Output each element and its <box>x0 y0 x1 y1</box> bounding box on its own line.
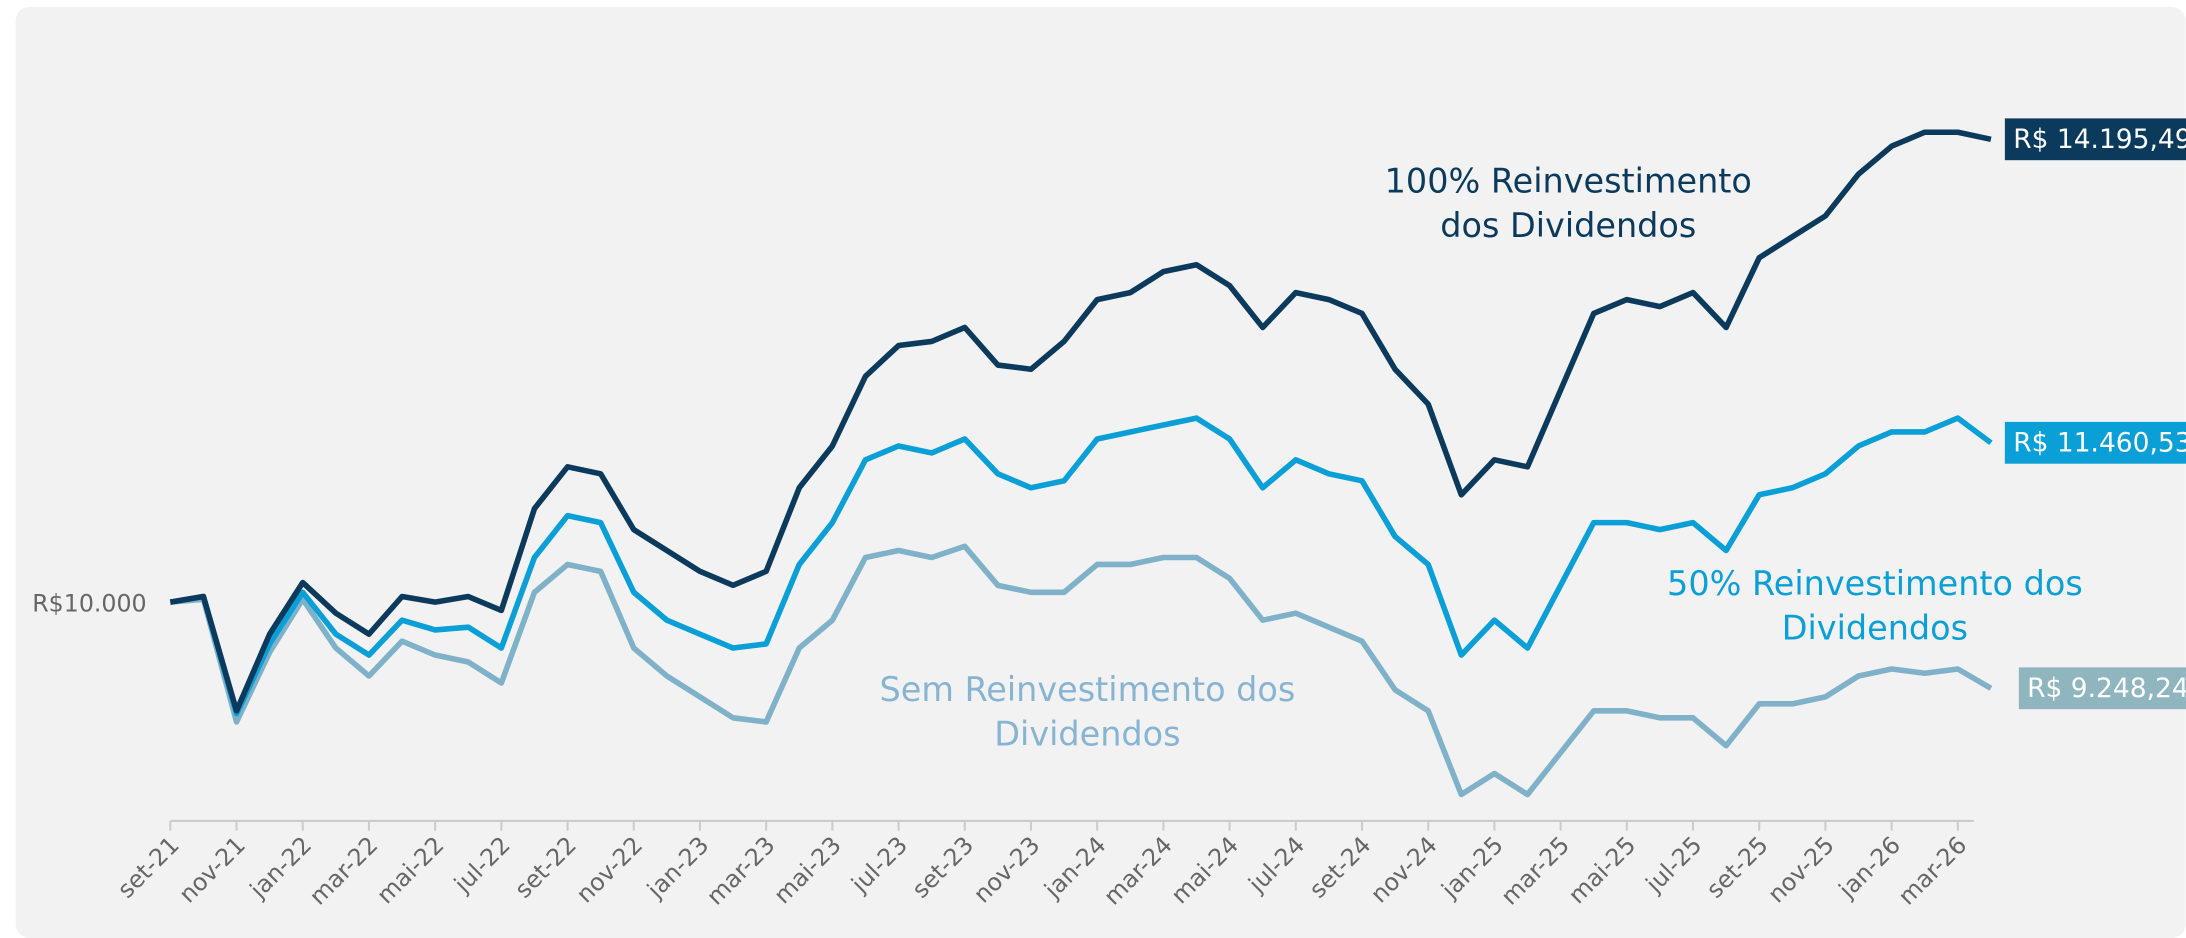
series-annotation: 100% Reinvestimento dos Dividendos <box>1384 161 1752 246</box>
end-label-text: R$ 9.248,24 <box>2027 673 2186 704</box>
end-label: R$ 11.460,53 <box>2004 421 2186 464</box>
end-label-box <box>2004 118 2186 161</box>
y-tick-label: R$10.000 <box>32 589 146 617</box>
end-label: R$ 14.195,49 <box>2004 118 2186 161</box>
series-line <box>169 129 1992 714</box>
series-line <box>170 543 1993 798</box>
end-label-box <box>2018 667 2186 710</box>
end-label-text: R$ 14.195,49 <box>2013 124 2186 155</box>
series-annotation: 50% Reinvestimento dos Dividendos <box>1667 564 2083 649</box>
end-label-box <box>2004 421 2186 464</box>
series-line <box>169 415 1993 717</box>
series-name: 100% Reinvestimento dos Dividendos <box>1384 161 1752 246</box>
series-name: 50% Reinvestimento dos Dividendos <box>1667 564 2083 649</box>
end-label-text: R$ 11.460,53 <box>2013 428 2186 459</box>
series-annotation: Sem Reinvestimento dos Dividendos <box>879 670 1296 755</box>
end-label: R$ 9.248,24 <box>2018 667 2186 710</box>
series-name: Sem Reinvestimento dos Dividendos <box>879 670 1296 755</box>
panel <box>15 6 2186 938</box>
